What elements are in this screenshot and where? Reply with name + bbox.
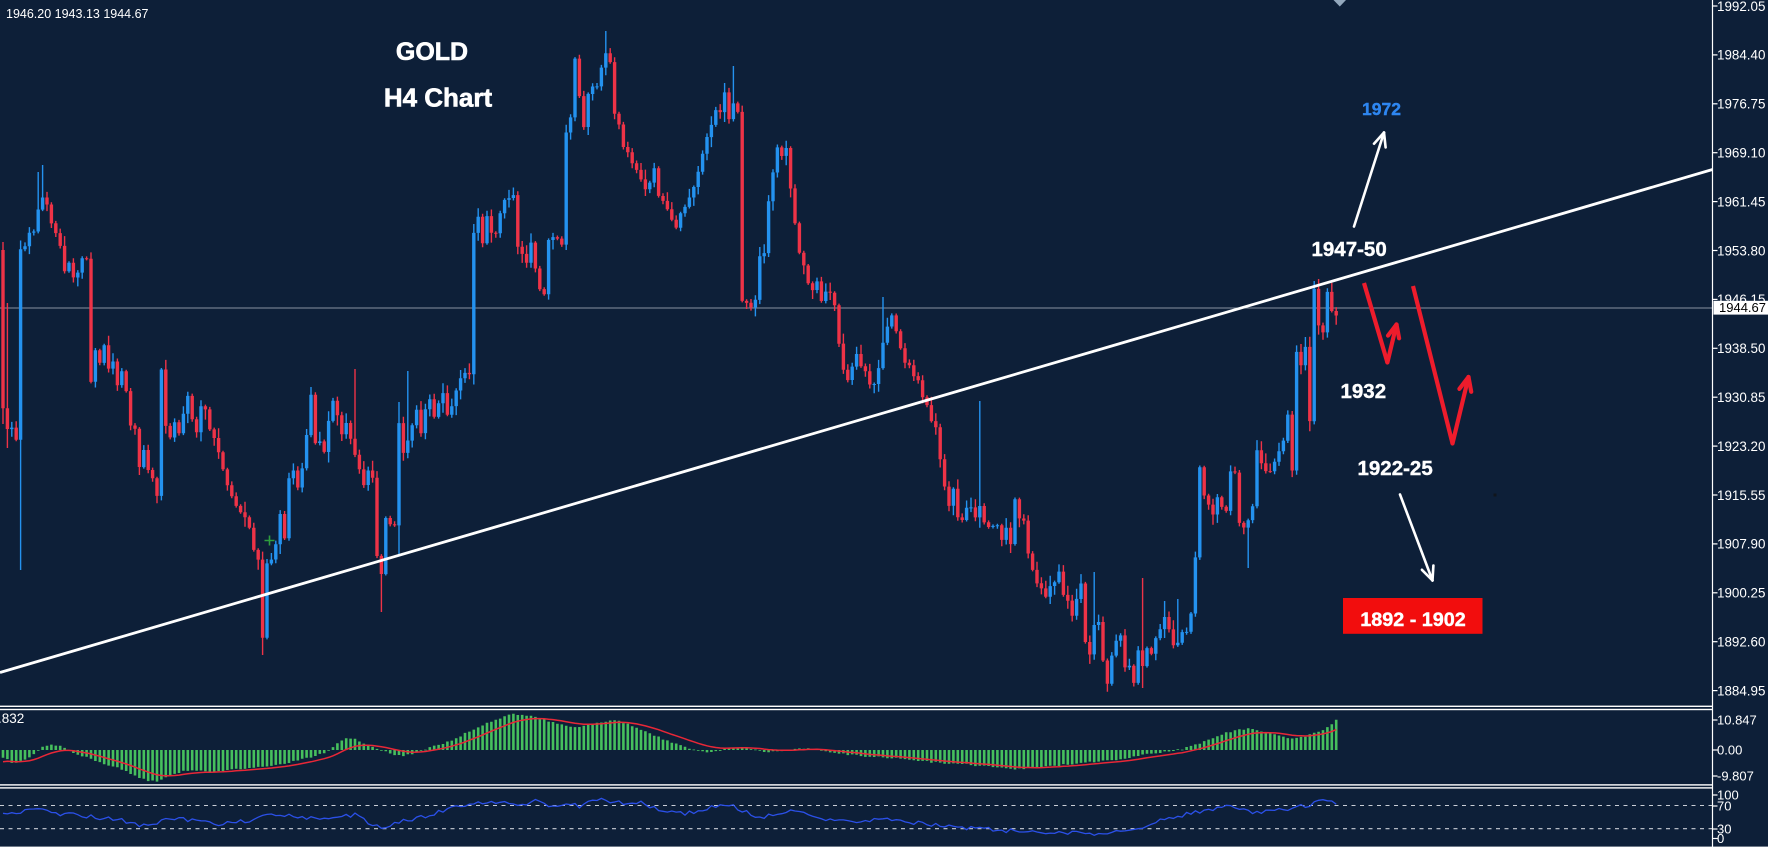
svg-text:1932: 1932 <box>1341 380 1387 403</box>
svg-text:1947-50: 1947-50 <box>1312 238 1387 261</box>
svg-text:.832: .832 <box>0 711 24 726</box>
svg-text:-9.807: -9.807 <box>1717 769 1754 784</box>
svg-text:1972: 1972 <box>1362 99 1401 119</box>
svg-text:1984.40: 1984.40 <box>1717 48 1765 63</box>
svg-text:GOLD: GOLD <box>396 38 468 66</box>
svg-text:0: 0 <box>1717 831 1724 846</box>
svg-text:1892.60: 1892.60 <box>1717 635 1765 650</box>
svg-text:1915.55: 1915.55 <box>1717 488 1765 503</box>
svg-text:1961.45: 1961.45 <box>1717 194 1765 209</box>
svg-text:H4 Chart: H4 Chart <box>384 83 493 113</box>
svg-text:10.847: 10.847 <box>1717 713 1757 728</box>
svg-text:1907.90: 1907.90 <box>1717 537 1765 552</box>
svg-text:1900.25: 1900.25 <box>1717 586 1765 601</box>
svg-text:1976.75: 1976.75 <box>1717 97 1765 112</box>
svg-text:70: 70 <box>1717 799 1731 814</box>
svg-text:1992.05: 1992.05 <box>1717 0 1765 14</box>
svg-text:1969.10: 1969.10 <box>1717 146 1765 161</box>
svg-text:1930.85: 1930.85 <box>1717 390 1765 405</box>
svg-text:1884.95: 1884.95 <box>1717 683 1765 698</box>
svg-text:1922-25: 1922-25 <box>1358 457 1433 480</box>
svg-text:1953.80: 1953.80 <box>1717 243 1765 258</box>
svg-text:30: 30 <box>1717 822 1731 837</box>
svg-text:100: 100 <box>1717 788 1739 803</box>
svg-text:1923.20: 1923.20 <box>1717 439 1765 454</box>
svg-text:1946.20 1943.13 1944.67: 1946.20 1943.13 1944.67 <box>6 7 149 21</box>
svg-text:1944.67: 1944.67 <box>1719 300 1766 315</box>
svg-text:1938.50: 1938.50 <box>1717 341 1765 356</box>
svg-text:1892 - 1902: 1892 - 1902 <box>1360 609 1466 631</box>
svg-text:0.00: 0.00 <box>1717 743 1742 758</box>
